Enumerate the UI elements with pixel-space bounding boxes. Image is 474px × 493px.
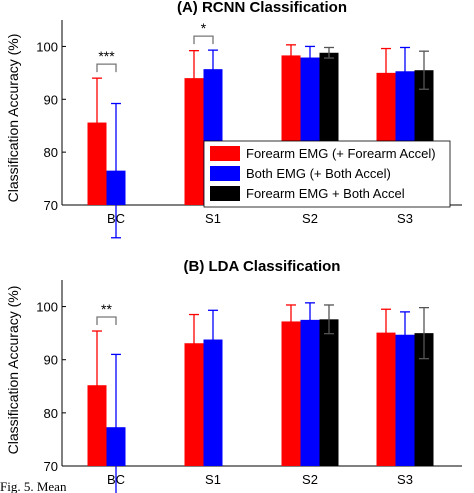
y-tick-label: 90 [44, 353, 58, 368]
y-tick-label: 100 [36, 39, 58, 54]
legend-label: Both EMG (+ Both Accel) [246, 166, 391, 181]
legend-box [203, 140, 451, 208]
y-axis-label: Classification Accuracy (%) [5, 286, 21, 455]
y-tick-label: 70 [44, 459, 58, 474]
bar [319, 319, 339, 466]
bar [203, 339, 223, 466]
significance-label: *** [98, 48, 115, 64]
x-tick-label: S3 [397, 211, 413, 226]
legend: Forearm EMG (+ Forearm Accel) Both EMG (+… [203, 140, 451, 208]
legend-label: Forearm EMG + Both Accel [246, 186, 405, 201]
y-tick-label: 80 [44, 406, 58, 421]
bar [184, 78, 204, 205]
bar [395, 334, 415, 466]
panel-title: (B) LDA Classification [184, 258, 341, 275]
legend-swatch [210, 166, 240, 181]
bar [414, 333, 434, 466]
y-tick-label: 70 [44, 198, 58, 213]
legend-label: Forearm EMG (+ Forearm Accel) [246, 146, 436, 161]
x-tick-label: S1 [205, 472, 221, 487]
x-tick-label: S3 [397, 472, 413, 487]
y-tick-label: 90 [44, 92, 58, 107]
figure-caption: Fig. 5. Mean [0, 479, 67, 493]
significance-label: ** [101, 301, 112, 317]
bar [300, 319, 320, 466]
panel-title: (A) RCNN Classification [177, 0, 347, 16]
y-axis-label: Classification Accuracy (%) [5, 34, 21, 203]
x-tick-label: S1 [205, 211, 221, 226]
significance-bracket [193, 35, 214, 45]
bar [184, 343, 204, 466]
y-tick-label: 80 [44, 145, 58, 160]
significance-bracket [96, 316, 117, 326]
bar [376, 332, 396, 466]
x-tick-label: S2 [302, 472, 318, 487]
significance-label: * [201, 20, 207, 36]
legend-swatch [210, 146, 240, 161]
panel-lda: (B) LDA Classification Classification Ac… [5, 258, 462, 493]
significance-bracket [96, 63, 117, 73]
y-tick-label: 100 [36, 300, 58, 315]
x-tick-label: S2 [302, 211, 318, 226]
legend-swatch [210, 186, 240, 201]
bar [281, 321, 301, 466]
